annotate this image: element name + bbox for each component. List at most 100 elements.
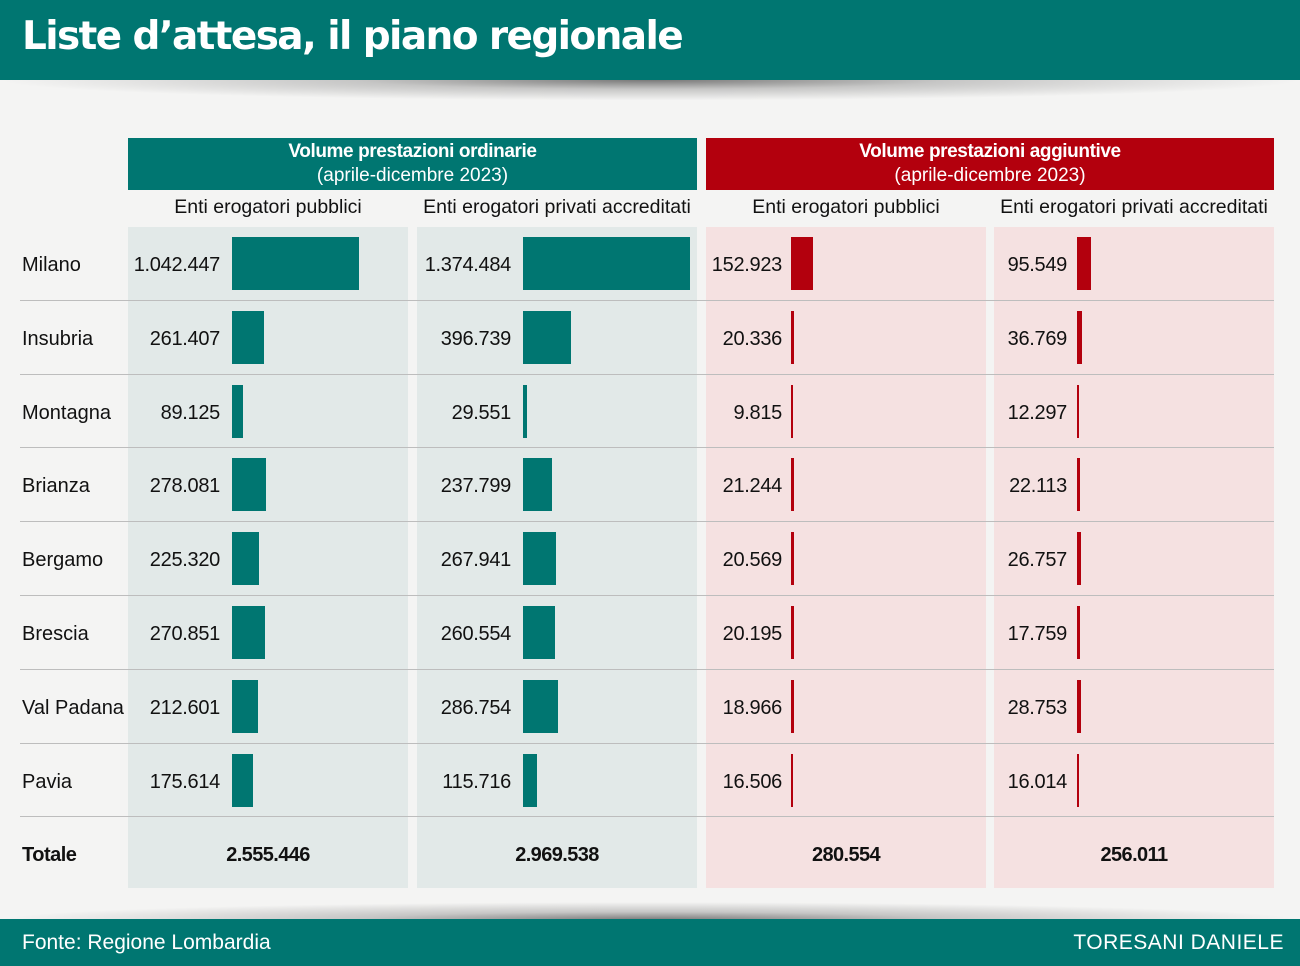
bar <box>523 311 572 364</box>
series-header: Enti erogatori privati accreditati <box>423 196 691 218</box>
data-label: 21.244 <box>722 475 783 497</box>
footer-bar: Fonte: Regione Lombardia TORESANI DANIEL… <box>0 919 1300 966</box>
data-label: 89.125 <box>160 402 221 424</box>
bar <box>523 385 527 438</box>
data-label: 175.614 <box>149 771 221 793</box>
column-background <box>128 227 408 888</box>
bottom-shadow <box>0 890 1300 920</box>
data-label: 17.759 <box>1007 623 1068 645</box>
data-label: 16.014 <box>1007 771 1068 793</box>
bar <box>523 458 552 511</box>
bar <box>791 754 794 807</box>
data-label: 396.739 <box>440 328 512 350</box>
column-background <box>994 227 1274 888</box>
data-label: 152.923 <box>711 254 783 276</box>
row-separator <box>20 743 1274 744</box>
bar <box>791 458 795 511</box>
data-label: 18.966 <box>722 697 783 719</box>
category-label: Val Padana <box>22 697 124 719</box>
series-header: Enti erogatori pubblici <box>174 196 362 218</box>
category-label: Brianza <box>22 475 90 497</box>
total-value: 2.555.446 <box>226 844 310 866</box>
bar <box>232 385 243 438</box>
data-label: 9.815 <box>733 402 782 424</box>
data-label: 260.554 <box>440 623 512 645</box>
bar <box>232 606 265 659</box>
data-label: 20.569 <box>722 549 783 571</box>
bar <box>1077 311 1083 364</box>
group-header-ordinarie: Volume prestazioni ordinarie (aprile-dic… <box>128 138 697 190</box>
bar <box>1077 385 1079 438</box>
data-label: 29.551 <box>451 402 512 424</box>
group-title-ordinarie: Volume prestazioni ordinarie <box>288 141 537 162</box>
series-header: Enti erogatori privati accreditati <box>1000 196 1268 218</box>
total-value: 256.011 <box>1100 844 1169 866</box>
bar <box>232 680 258 733</box>
group-title-aggiuntive: Volume prestazioni aggiuntive <box>859 141 1121 162</box>
data-label: 12.297 <box>1007 402 1068 424</box>
category-label: Brescia <box>22 623 89 645</box>
bar <box>1077 606 1080 659</box>
author-credit: TORESANI DANIELE <box>1073 931 1284 954</box>
data-label: 20.336 <box>722 328 783 350</box>
data-label: 270.851 <box>149 623 221 645</box>
data-label: 95.549 <box>1007 254 1068 276</box>
chart-title: Liste d’attesa, il piano regionale <box>22 14 684 59</box>
series-header: Enti erogatori pubblici <box>752 196 940 218</box>
row-separator <box>20 374 1274 375</box>
data-label: 16.506 <box>722 771 783 793</box>
bar <box>791 237 814 290</box>
bar <box>523 532 556 585</box>
data-label: 26.757 <box>1007 549 1068 571</box>
data-label: 237.799 <box>440 475 512 497</box>
bar <box>523 606 555 659</box>
data-label: 267.941 <box>440 549 512 571</box>
category-label: Bergamo <box>22 549 104 571</box>
bar <box>791 606 794 659</box>
data-label: 212.601 <box>149 697 221 719</box>
group-header-aggiuntive: Volume prestazioni aggiuntive (aprile-di… <box>706 138 1274 190</box>
row-separator <box>20 595 1274 596</box>
data-label: 1.374.484 <box>424 254 512 276</box>
data-label: 225.320 <box>149 549 221 571</box>
bar <box>1077 680 1082 733</box>
column-background <box>706 227 986 888</box>
data-label: 22.113 <box>1009 475 1067 497</box>
category-label: Milano <box>22 254 81 276</box>
bar <box>791 311 794 364</box>
bar <box>791 680 794 733</box>
data-label: 20.195 <box>722 623 783 645</box>
row-separator <box>20 816 1274 817</box>
row-separator <box>20 300 1274 301</box>
bar <box>523 754 538 807</box>
data-label: 28.753 <box>1007 697 1068 719</box>
bar <box>523 680 558 733</box>
total-value: 280.554 <box>811 844 881 866</box>
group-subtitle-aggiuntive: (aprile-dicembre 2023) <box>894 165 1086 186</box>
top-shadow <box>0 80 1300 114</box>
bar <box>1077 458 1081 511</box>
bar <box>1077 532 1081 585</box>
bar <box>232 754 254 807</box>
data-label: 261.407 <box>149 328 221 350</box>
bar <box>791 532 794 585</box>
bar <box>232 237 359 290</box>
category-label: Insubria <box>22 328 94 350</box>
row-separator <box>20 447 1274 448</box>
bar <box>232 311 264 364</box>
data-label: 278.081 <box>149 475 221 497</box>
bar <box>232 458 266 511</box>
total-label: Totale <box>22 844 77 866</box>
bar <box>791 385 793 438</box>
total-value: 2.969.538 <box>515 844 599 866</box>
row-separator <box>20 669 1274 670</box>
bar <box>1077 754 1080 807</box>
data-label: 36.769 <box>1007 328 1068 350</box>
category-label: Pavia <box>22 771 73 793</box>
source-note: Fonte: Regione Lombardia <box>22 931 271 954</box>
data-label: 1.042.447 <box>133 254 221 276</box>
bar <box>232 532 260 585</box>
category-label: Montagna <box>22 402 111 424</box>
data-label: 115.716 <box>442 771 511 793</box>
row-separator <box>20 521 1274 522</box>
